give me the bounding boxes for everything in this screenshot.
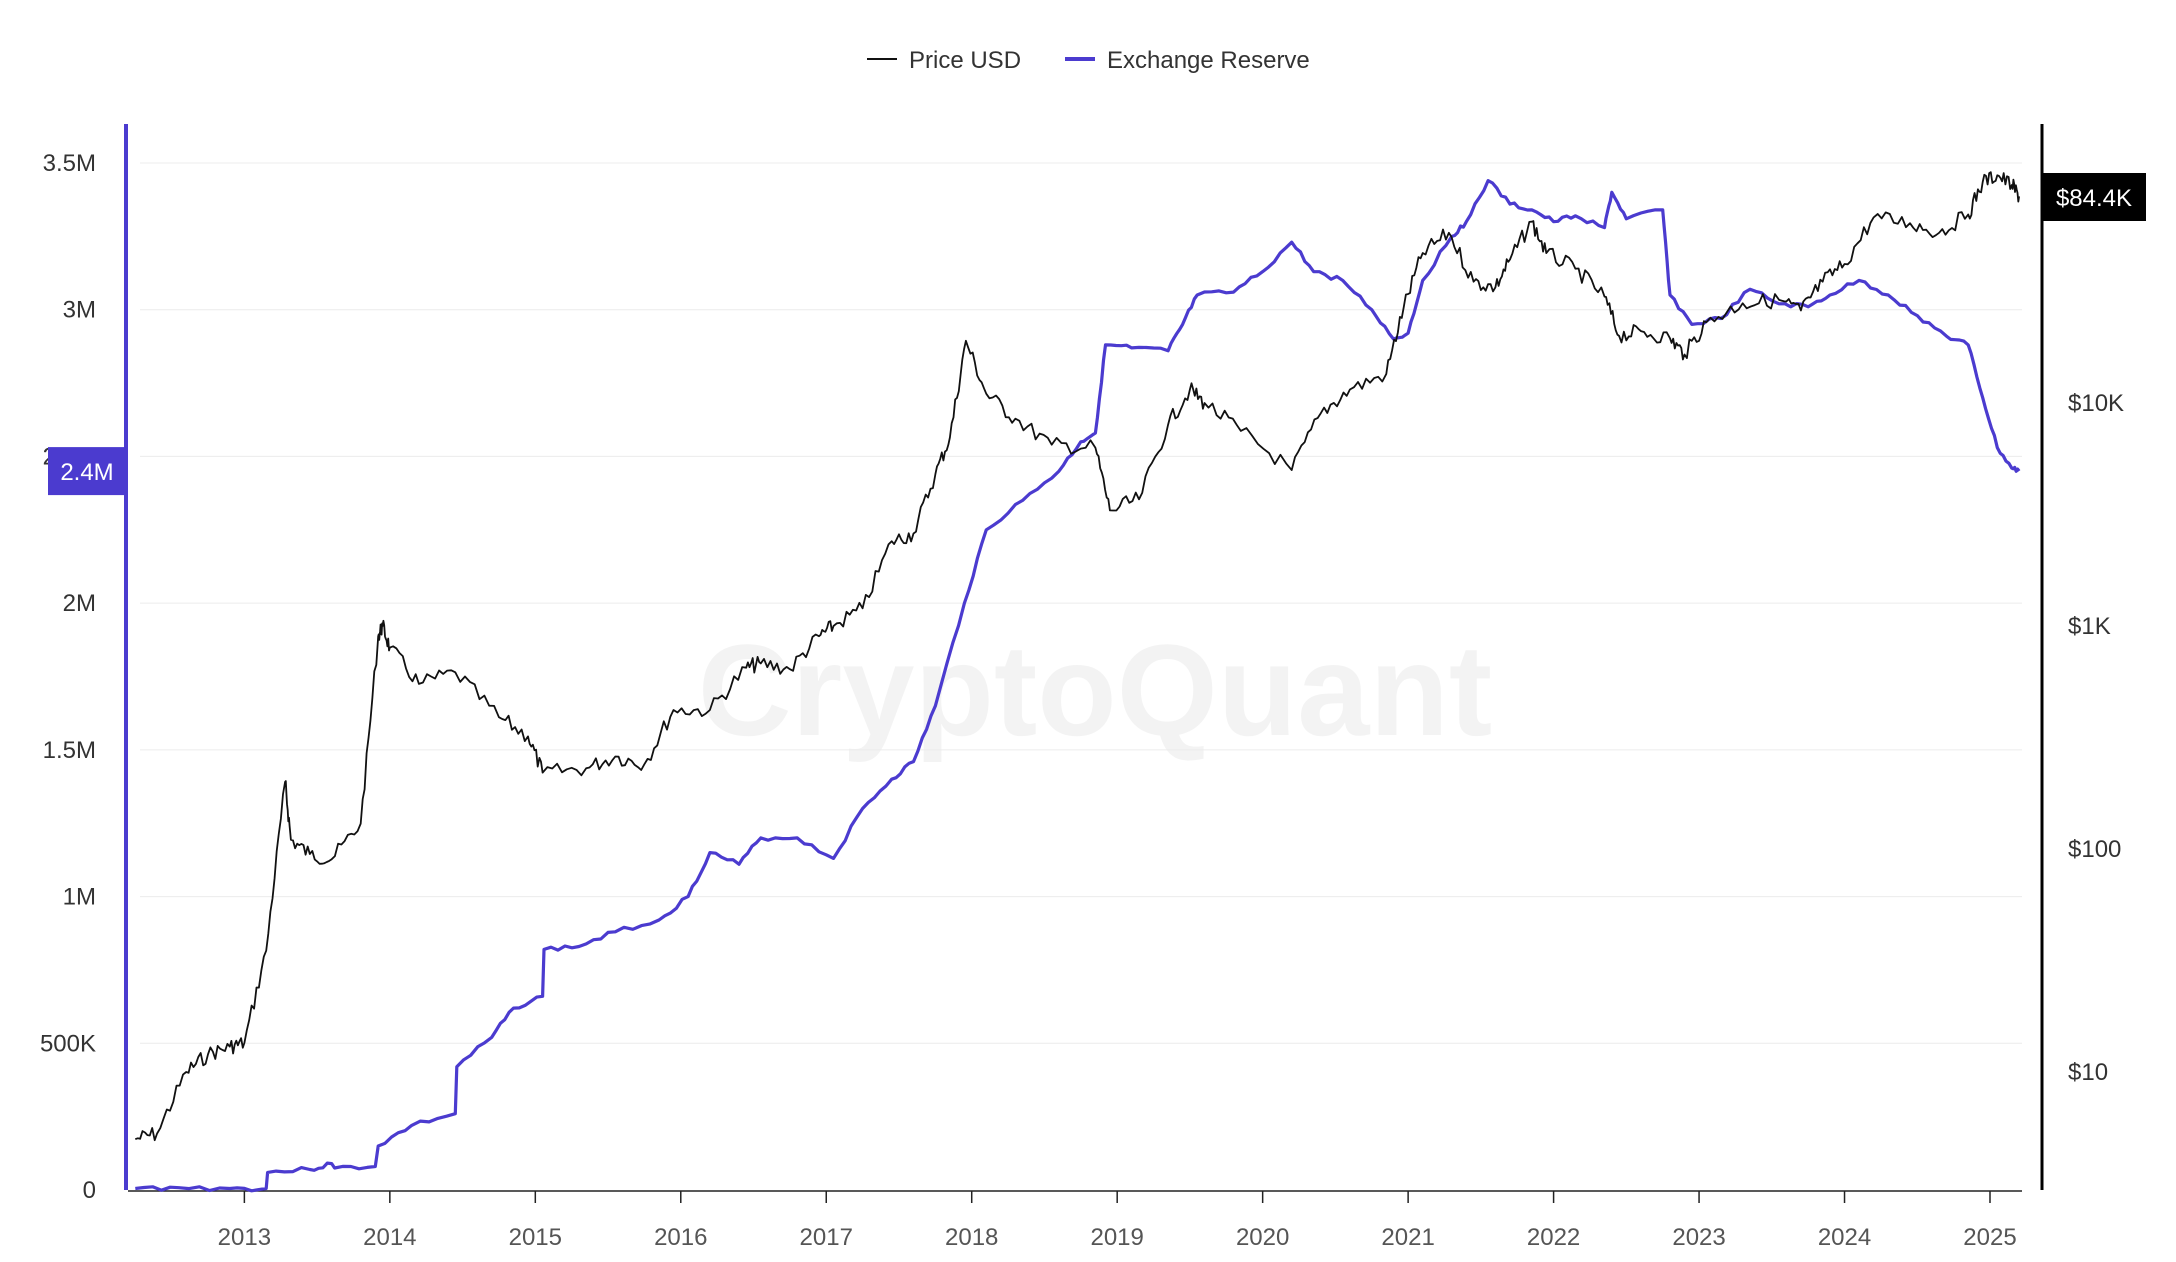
y-left-tick-label: 1M (63, 884, 96, 911)
x-tick-label: 2025 (1963, 1224, 2016, 1251)
y-right-tick-label: $100 (2068, 836, 2121, 863)
price-current-value-badge (2042, 173, 2146, 221)
exchange-reserve-line (135, 179, 2021, 1193)
y-left-tick-label: 3M (63, 297, 96, 324)
x-tick-label: 2024 (1818, 1224, 1871, 1251)
y-right-tick-label: $10 (2068, 1059, 2108, 1086)
y-right-tick-label: $10K (2068, 390, 2124, 417)
x-tick-label: 2017 (800, 1224, 853, 1251)
x-tick-label: 2013 (218, 1224, 271, 1251)
x-tick-label: 2015 (509, 1224, 562, 1251)
grid-lines (140, 162, 2022, 1044)
legend-label: Price USD (909, 47, 1021, 74)
price-current-value-label: $84.4K (2056, 185, 2132, 212)
reserve-current-value-badge (48, 447, 126, 496)
x-tick-label: 2022 (1527, 1224, 1580, 1251)
y-left-tick-label: 1.5M (43, 737, 96, 764)
reserve-current-value-label: 2.4M (60, 459, 113, 486)
current-value-badges: 2.4M $84.4K (48, 173, 2146, 496)
y-left-tick-label: 500K (40, 1030, 96, 1057)
x-tick-label: 2018 (945, 1224, 998, 1251)
legend-item-exchange-reserve[interactable]: Exchange Reserve (1065, 47, 1310, 74)
x-tick-label: 2021 (1381, 1224, 1434, 1251)
legend-label: Exchange Reserve (1107, 47, 1310, 74)
y-left-tick-label: 2M (63, 590, 96, 617)
x-tick-label: 2016 (654, 1224, 707, 1251)
x-tick-label: 2014 (363, 1224, 416, 1251)
x-tick-label: 2023 (1672, 1224, 1725, 1251)
watermark-text: CryptoQuant (698, 617, 1492, 763)
series-lines (135, 171, 2021, 1193)
x-tick-label: 2020 (1236, 1224, 1289, 1251)
x-tick-label: 2019 (1090, 1224, 1143, 1251)
y-left-tick-label: 0 (83, 1177, 96, 1204)
y-right-tick-label: $1K (2068, 613, 2111, 640)
y-left-tick-label: 3.5M (43, 150, 96, 177)
legend[interactable]: Price USD Exchange Reserve (867, 47, 1310, 74)
price-usd-line (135, 171, 2020, 1142)
legend-item-price-usd[interactable]: Price USD (867, 47, 1021, 74)
